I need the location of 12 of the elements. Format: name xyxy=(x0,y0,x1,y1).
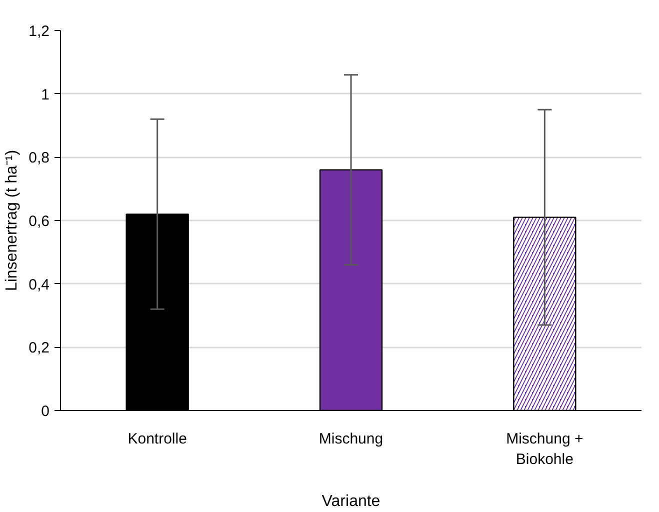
x-tick-label: Mischung + Biokohle xyxy=(506,430,584,468)
y-axis-title: Linsenertrag (t ha⁻¹) xyxy=(4,150,21,292)
y-tick-label: 0,4 xyxy=(28,276,50,294)
y-tick-label: 1 xyxy=(41,86,50,104)
x-axis-title: Variante xyxy=(322,492,380,510)
x-tick-label: Mischung xyxy=(318,430,384,448)
y-tick-label: 1,2 xyxy=(28,23,50,40)
x-tick-label: Kontrolle xyxy=(128,430,187,448)
y-tick-label: 0 xyxy=(41,403,50,420)
y-tick-label: 0,6 xyxy=(28,213,50,230)
y-tick-label: 0,2 xyxy=(28,340,50,357)
y-tick-label: 0,8 xyxy=(28,150,50,167)
